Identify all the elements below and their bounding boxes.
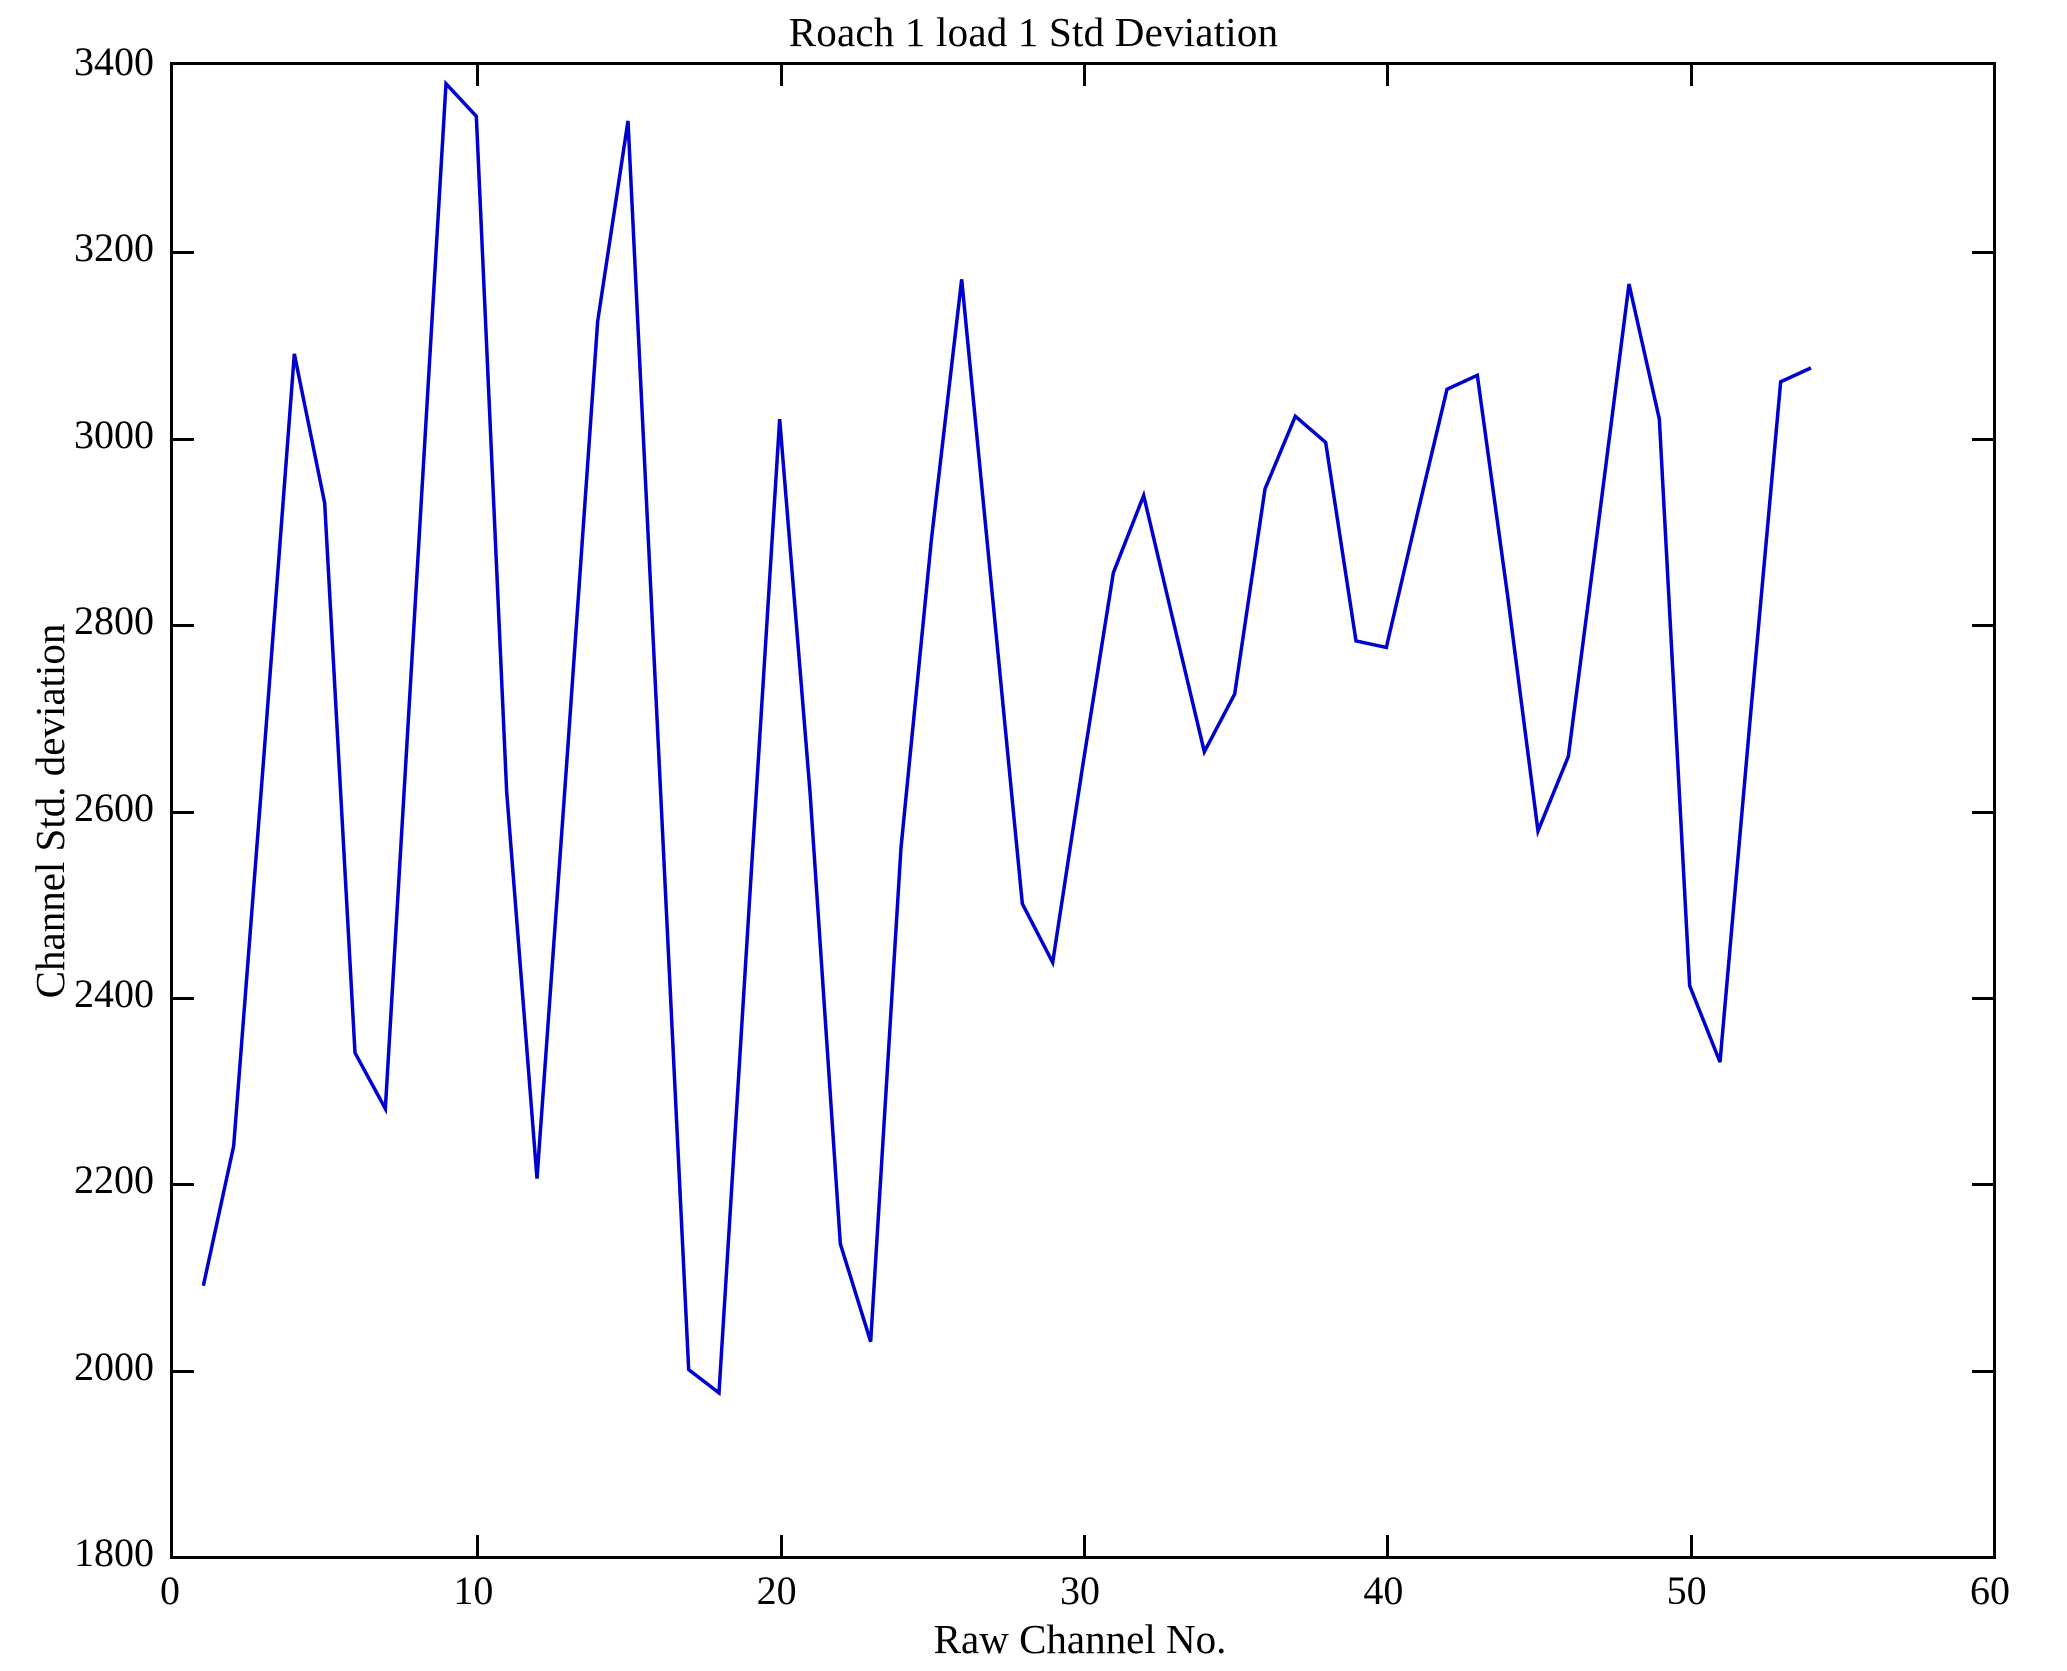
x-tick-label: 40	[1363, 1568, 1404, 1613]
y-tick-label: 2400	[74, 970, 154, 1016]
y-tick-label: 3200	[74, 225, 154, 271]
x-tick-mark	[1386, 65, 1390, 86]
x-tick-mark	[1386, 1535, 1390, 1556]
y-tick-label: 2600	[74, 784, 154, 830]
x-tick-mark	[1689, 1535, 1693, 1556]
y-tick-label: 3000	[74, 411, 154, 457]
data-line-svg	[201, 79, 1812, 1397]
y-tick-mark	[1972, 810, 1993, 814]
y-tick-mark	[1972, 251, 1993, 255]
y-tick-mark	[173, 1369, 194, 1373]
x-tick-label: 10	[453, 1568, 494, 1613]
y-tick-mark	[1972, 1369, 1993, 1373]
plot-area	[170, 62, 1996, 1559]
x-tick-label: 30	[1060, 1568, 1100, 1613]
y-tick-mark	[1972, 624, 1993, 628]
y-tick-label: 1800	[74, 1530, 154, 1575]
y-tick-mark	[173, 810, 194, 814]
x-tick-mark	[476, 1535, 480, 1556]
x-axis-label: Raw Channel No.	[933, 1616, 1227, 1662]
x-tick-mark	[1083, 1535, 1086, 1556]
x-tick-mark	[1689, 65, 1693, 86]
x-tick-label: 60	[1970, 1568, 2010, 1613]
x-tick-label: 0	[160, 1568, 180, 1613]
y-tick-mark	[173, 251, 194, 255]
x-tick-mark	[779, 65, 783, 86]
y-tick-mark	[1972, 437, 1993, 441]
y-tick-mark	[173, 437, 194, 441]
x-tick-label: 50	[1666, 1568, 1707, 1613]
x-tick-mark	[779, 1535, 783, 1556]
x-tick-mark	[1083, 65, 1086, 86]
x-tick-mark	[476, 65, 480, 86]
y-tick-mark	[173, 1183, 194, 1187]
data-series-line	[201, 79, 1812, 1397]
y-tick-mark	[173, 624, 194, 628]
y-tick-label: 3400	[74, 39, 154, 84]
chart-title: Roach 1 load 1 Std Deviation	[788, 9, 1279, 55]
x-tick-label: 20	[756, 1568, 797, 1613]
y-tick-mark	[1972, 1183, 1993, 1187]
y-tick-label: 2200	[74, 1157, 154, 1203]
y-tick-label: 2000	[74, 1343, 154, 1389]
y-tick-label: 2800	[74, 598, 154, 644]
y-tick-mark	[173, 996, 194, 1000]
y-tick-mark	[1972, 996, 1993, 1000]
